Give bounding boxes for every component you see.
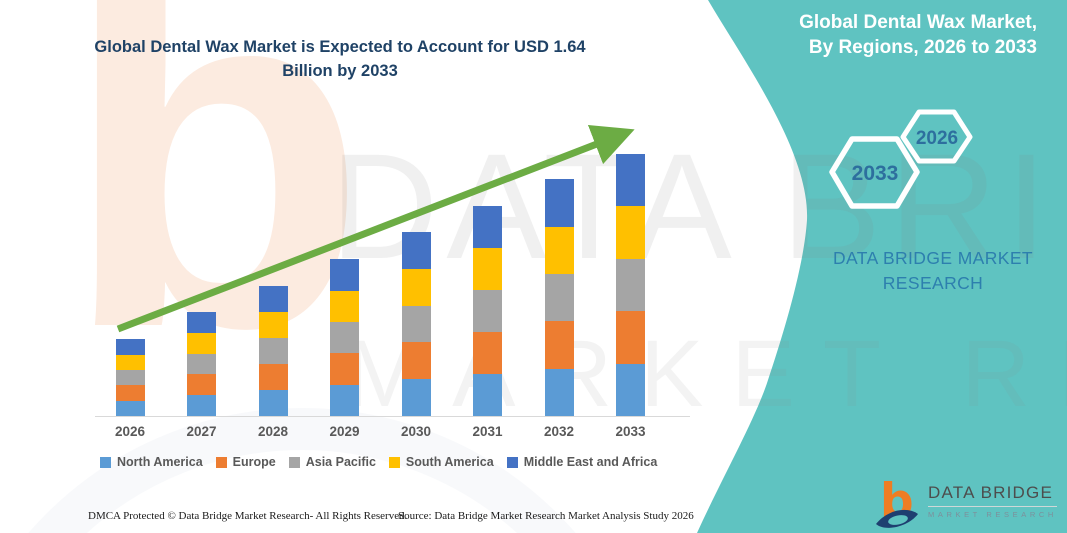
legend-swatch	[215, 456, 227, 468]
company-logo: b DATA BRIDGE MARKET RESEARCH	[874, 476, 1057, 532]
chart-legend: North America Europe Asia Pacific South Ame…	[100, 455, 700, 469]
bar-segment	[330, 353, 359, 385]
bar-segment	[616, 206, 645, 259]
legend-swatch	[388, 456, 400, 468]
legend-item: Asia Pacific	[288, 455, 376, 469]
bar-segment	[544, 321, 574, 369]
legend-label: Asia Pacific	[305, 455, 376, 469]
bar-segment	[258, 286, 288, 313]
bar-segment	[473, 248, 502, 291]
bar-segment	[401, 379, 431, 416]
legend-item: South America	[388, 455, 494, 469]
legend-label: Middle East and Africa	[523, 455, 658, 469]
bar-segment	[544, 368, 574, 416]
bar-segment	[258, 364, 288, 391]
bar-segment	[115, 400, 145, 416]
hexagon-badges: 2026 2033	[829, 109, 973, 209]
bar-segment	[544, 179, 574, 227]
hexagon-2026-label: 2026	[916, 128, 958, 149]
bar-segment	[187, 395, 216, 416]
stacked-bar-2032	[544, 179, 574, 416]
bar-segment	[330, 290, 359, 322]
bar-segment	[187, 374, 216, 396]
bar-segment	[401, 305, 431, 343]
bar-segment	[115, 354, 145, 370]
bar-segment	[330, 321, 359, 354]
bar-segment	[616, 153, 645, 207]
x-axis-label: 2026	[114, 424, 146, 439]
legend-label: South America	[405, 455, 494, 469]
legend-label: North America	[117, 455, 203, 469]
banner-title: Global Dental Wax Market, By Regions, 20…	[799, 12, 1037, 58]
x-axis-label: 2030	[400, 424, 432, 439]
bar-segment	[544, 226, 574, 274]
bar-segment	[258, 312, 288, 339]
bar-segment	[115, 339, 145, 355]
bar-segment	[258, 390, 288, 416]
footer-source-text: Source: Data Bridge Market Research Mark…	[398, 510, 694, 522]
hexagon-2033	[829, 136, 920, 209]
stacked-bar-2028	[258, 286, 288, 416]
bar-segment	[401, 232, 431, 269]
bar-segment	[473, 374, 502, 416]
bar-segment	[187, 332, 216, 354]
x-axis-label: 2032	[543, 424, 575, 439]
bar-segment	[616, 258, 645, 312]
bar-segment	[473, 332, 502, 375]
chart-title: Global Dental Wax Market is Expected to …	[94, 38, 586, 80]
bar-segment	[187, 353, 216, 375]
x-axis-label: 2029	[329, 424, 360, 439]
data-bridge-logo-icon: b	[876, 476, 918, 529]
legend-item: Middle East and Africa	[506, 455, 658, 469]
legend-swatch	[288, 456, 300, 468]
logo-subtitle: MARKET RESEARCH	[928, 510, 1057, 519]
bar-segment	[473, 290, 502, 333]
bar-segment	[115, 369, 145, 386]
bar-segment	[616, 311, 645, 364]
stacked-bar-2029	[330, 259, 359, 416]
bar-segment	[616, 363, 645, 416]
legend-item: Europe	[215, 455, 276, 469]
legend-swatch	[506, 456, 518, 468]
plot-area: 2026 2027 2028 2029 2030 2031 2032 2033	[95, 153, 690, 439]
bar-segment	[258, 338, 288, 365]
stacked-bar-2027	[187, 312, 216, 416]
hexagon-2026	[900, 109, 973, 164]
bar-segment	[401, 268, 431, 306]
watermark-marketresearch-text: MARKET RESEARCH	[345, 321, 1067, 427]
logo-name: DATA BRIDGE	[928, 483, 1057, 507]
x-axis-label: 2028	[257, 424, 289, 439]
bar-segment	[401, 342, 431, 380]
bar-segment	[115, 385, 145, 401]
bar-segment	[544, 273, 574, 322]
x-axis-label: 2027	[186, 424, 217, 439]
legend-swatch	[100, 456, 111, 468]
banner-brand-text: DATA BRIDGE MARKET RESEARCH	[832, 248, 1034, 293]
stacked-bar-2030	[401, 232, 431, 416]
x-axis-label: 2031	[472, 424, 503, 439]
stacked-bar-2026	[115, 339, 145, 416]
footer-dmca-text: DMCA Protected © Data Bridge Market Rese…	[88, 510, 408, 522]
legend-item: North America	[100, 455, 203, 469]
stacked-bar-2031	[473, 206, 502, 416]
bar-segment	[187, 312, 216, 333]
hexagon-2033-label: 2033	[852, 162, 899, 185]
legend-label: Europe	[232, 455, 276, 469]
x-axis-label: 2033	[615, 424, 646, 439]
bar-segment	[473, 206, 502, 249]
bar-segment	[330, 259, 359, 291]
x-axis-line	[95, 416, 690, 417]
bar-segment	[330, 384, 359, 416]
stacked-bar-2033	[616, 153, 645, 416]
